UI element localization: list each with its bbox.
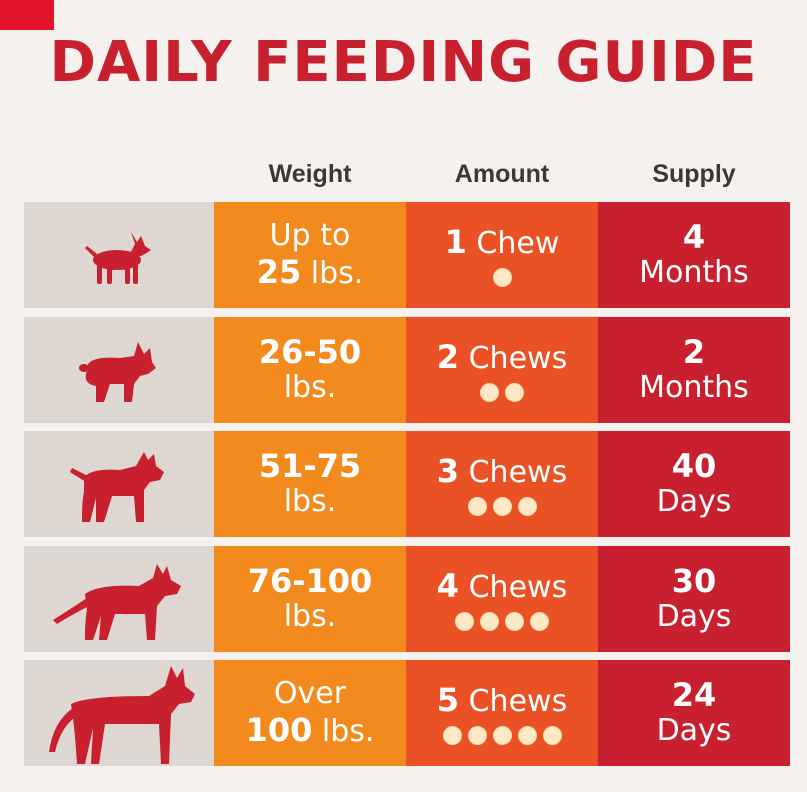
- chew-dot: [492, 496, 512, 516]
- chew-dot: [455, 611, 474, 631]
- supply-cell: 24 Days: [598, 660, 790, 766]
- supply-unit: Months: [639, 255, 749, 290]
- amount-cell: 4 Chews: [406, 546, 598, 652]
- table-row: Over 100 lbs. 5 Chews 24 Days: [24, 660, 790, 766]
- chew-label: Chews: [468, 569, 568, 605]
- chew-count: 4: [436, 566, 460, 605]
- supply-unit: Days: [656, 599, 732, 634]
- pit-bull-icon: [64, 442, 174, 526]
- weight-number: 100: [245, 711, 313, 749]
- chew-dot: [442, 725, 462, 745]
- dog-cell: [24, 660, 214, 766]
- chew-label: Chews: [468, 454, 568, 490]
- weight-number: 25: [256, 253, 302, 291]
- chew-dot: [505, 611, 524, 631]
- table-row: 51-75 lbs. 3 Chews 40 Days: [24, 431, 790, 537]
- table-row: 76-100 lbs. 4 Chews 30 Days: [24, 546, 790, 652]
- header-supply: Supply: [652, 160, 736, 188]
- header-weight: Weight: [268, 160, 352, 188]
- chew-dot: [517, 496, 537, 516]
- chew-label: Chews: [468, 683, 568, 719]
- chihuahua-icon: [79, 222, 159, 288]
- supply-unit: Days: [656, 484, 732, 519]
- amount-cell: 2 Chews: [406, 317, 598, 423]
- table-row: 26-50 lbs. 2 Chews 2 Months: [24, 317, 790, 423]
- weight-cell: Up to 25 lbs.: [214, 202, 406, 308]
- supply-cell: 4 Months: [598, 202, 790, 308]
- supply-number: 4: [682, 218, 706, 256]
- chew-count: 5: [436, 680, 460, 719]
- chew-count: 2: [436, 337, 460, 376]
- supply-number: 40: [671, 447, 717, 485]
- supply-cell: 40 Days: [598, 431, 790, 537]
- chew-dot: [542, 725, 562, 745]
- weight-range: 26-50: [258, 333, 362, 371]
- dog-cell: [24, 546, 214, 652]
- corner-mark: [0, 0, 54, 30]
- chew-count: 1: [444, 222, 467, 261]
- chew-count: 3: [436, 451, 460, 490]
- dog-cell: [24, 431, 214, 537]
- chew-dot: [505, 382, 524, 402]
- weight-cell: 51-75 lbs.: [214, 431, 406, 537]
- supply-unit: Months: [639, 370, 749, 405]
- chew-dot: [480, 611, 499, 631]
- chew-dots: [492, 267, 512, 287]
- weight-unit: lbs.: [310, 256, 364, 291]
- chew-dot: [467, 725, 487, 745]
- weight-prefix: Up to: [269, 218, 351, 253]
- chew-dots: [455, 611, 549, 631]
- amount-cell: 3 Chews: [406, 431, 598, 537]
- supply-number: 30: [671, 562, 717, 600]
- chew-dots: [480, 382, 524, 402]
- chew-dot: [517, 725, 537, 745]
- great-dane-icon: [39, 660, 199, 766]
- chew-dot: [530, 611, 549, 631]
- chew-dot: [480, 382, 499, 402]
- supply-unit: Days: [656, 713, 732, 748]
- supply-number: 24: [671, 676, 717, 714]
- chew-dot: [467, 496, 487, 516]
- chew-dots: [467, 496, 537, 516]
- dog-cell: [24, 202, 214, 308]
- weight-unit: lbs.: [283, 484, 337, 519]
- weight-unit: lbs.: [321, 714, 375, 749]
- chew-label: Chews: [468, 340, 568, 376]
- supply-cell: 2 Months: [598, 317, 790, 423]
- weight-unit: lbs.: [283, 370, 337, 405]
- chew-dots: [442, 725, 562, 745]
- chew-dot: [492, 725, 512, 745]
- page-title: DAILY FEEDING GUIDE: [49, 30, 758, 95]
- chew-label: Chew: [476, 225, 560, 261]
- amount-cell: 1 Chew: [406, 202, 598, 308]
- french-bulldog-icon: [74, 334, 164, 406]
- supply-number: 2: [682, 333, 706, 371]
- weight-cell: Over 100 lbs.: [214, 660, 406, 766]
- weight-range: 51-75: [258, 447, 362, 485]
- weight-range: 76-100: [247, 562, 373, 600]
- dog-cell: [24, 317, 214, 423]
- amount-cell: 5 Chews: [406, 660, 598, 766]
- weight-cell: 76-100 lbs.: [214, 546, 406, 652]
- header-amount: Amount: [454, 160, 550, 188]
- weight-cell: 26-50 lbs.: [214, 317, 406, 423]
- german-shepherd-icon: [49, 554, 189, 644]
- weight-unit: lbs.: [283, 599, 337, 634]
- supply-cell: 30 Days: [598, 546, 790, 652]
- table-row: Up to 25 lbs. 1 Chew 4 Months: [24, 202, 790, 308]
- chew-dot: [492, 267, 512, 287]
- weight-prefix: Over: [273, 676, 347, 711]
